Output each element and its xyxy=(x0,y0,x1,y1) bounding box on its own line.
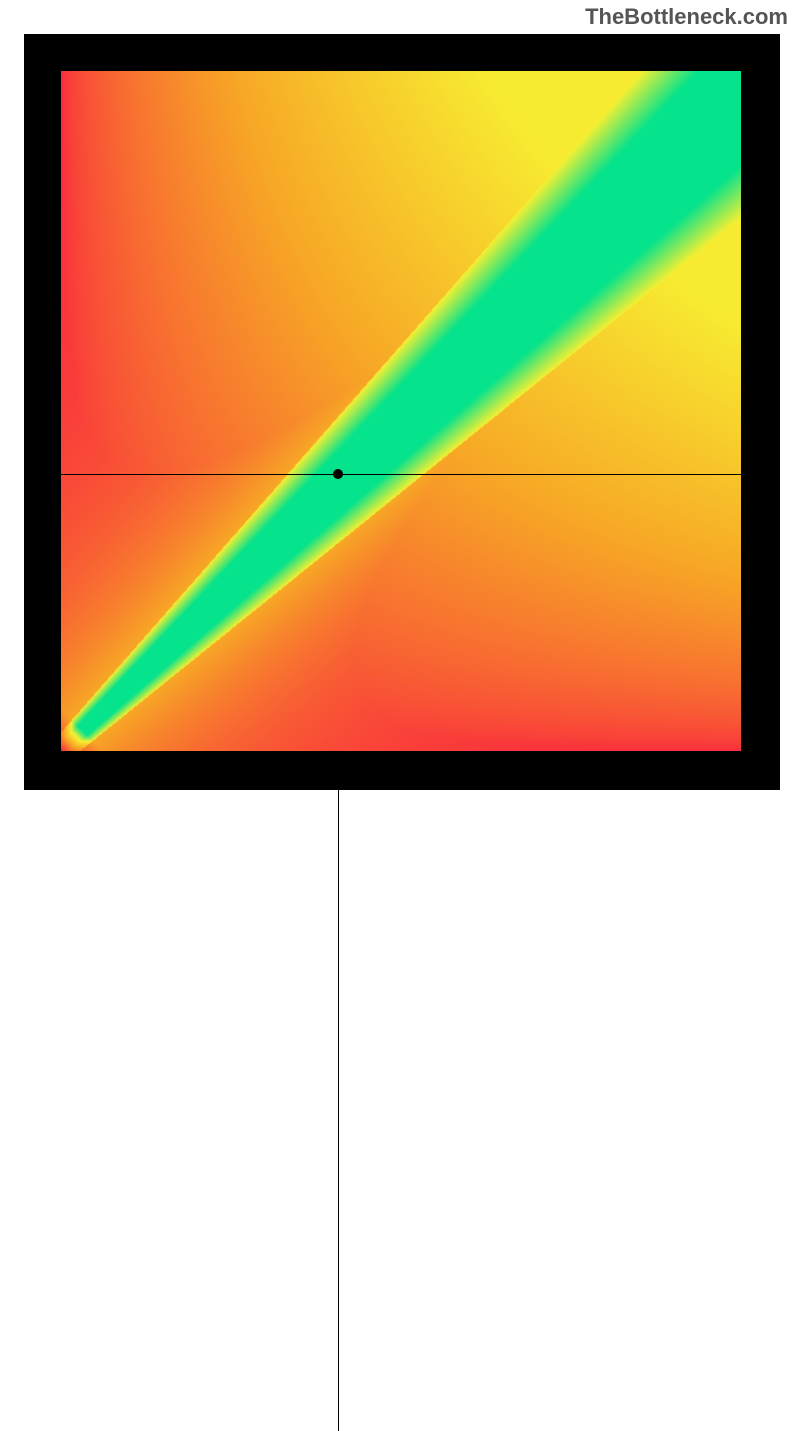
chart-plot-area xyxy=(61,71,741,751)
heatmap-canvas xyxy=(61,71,741,751)
data-point xyxy=(333,469,343,479)
attribution-text: TheBottleneck.com xyxy=(585,4,788,30)
chart-outer-frame xyxy=(24,34,780,790)
crosshair-vertical xyxy=(338,751,339,1431)
crosshair-horizontal xyxy=(61,474,741,475)
